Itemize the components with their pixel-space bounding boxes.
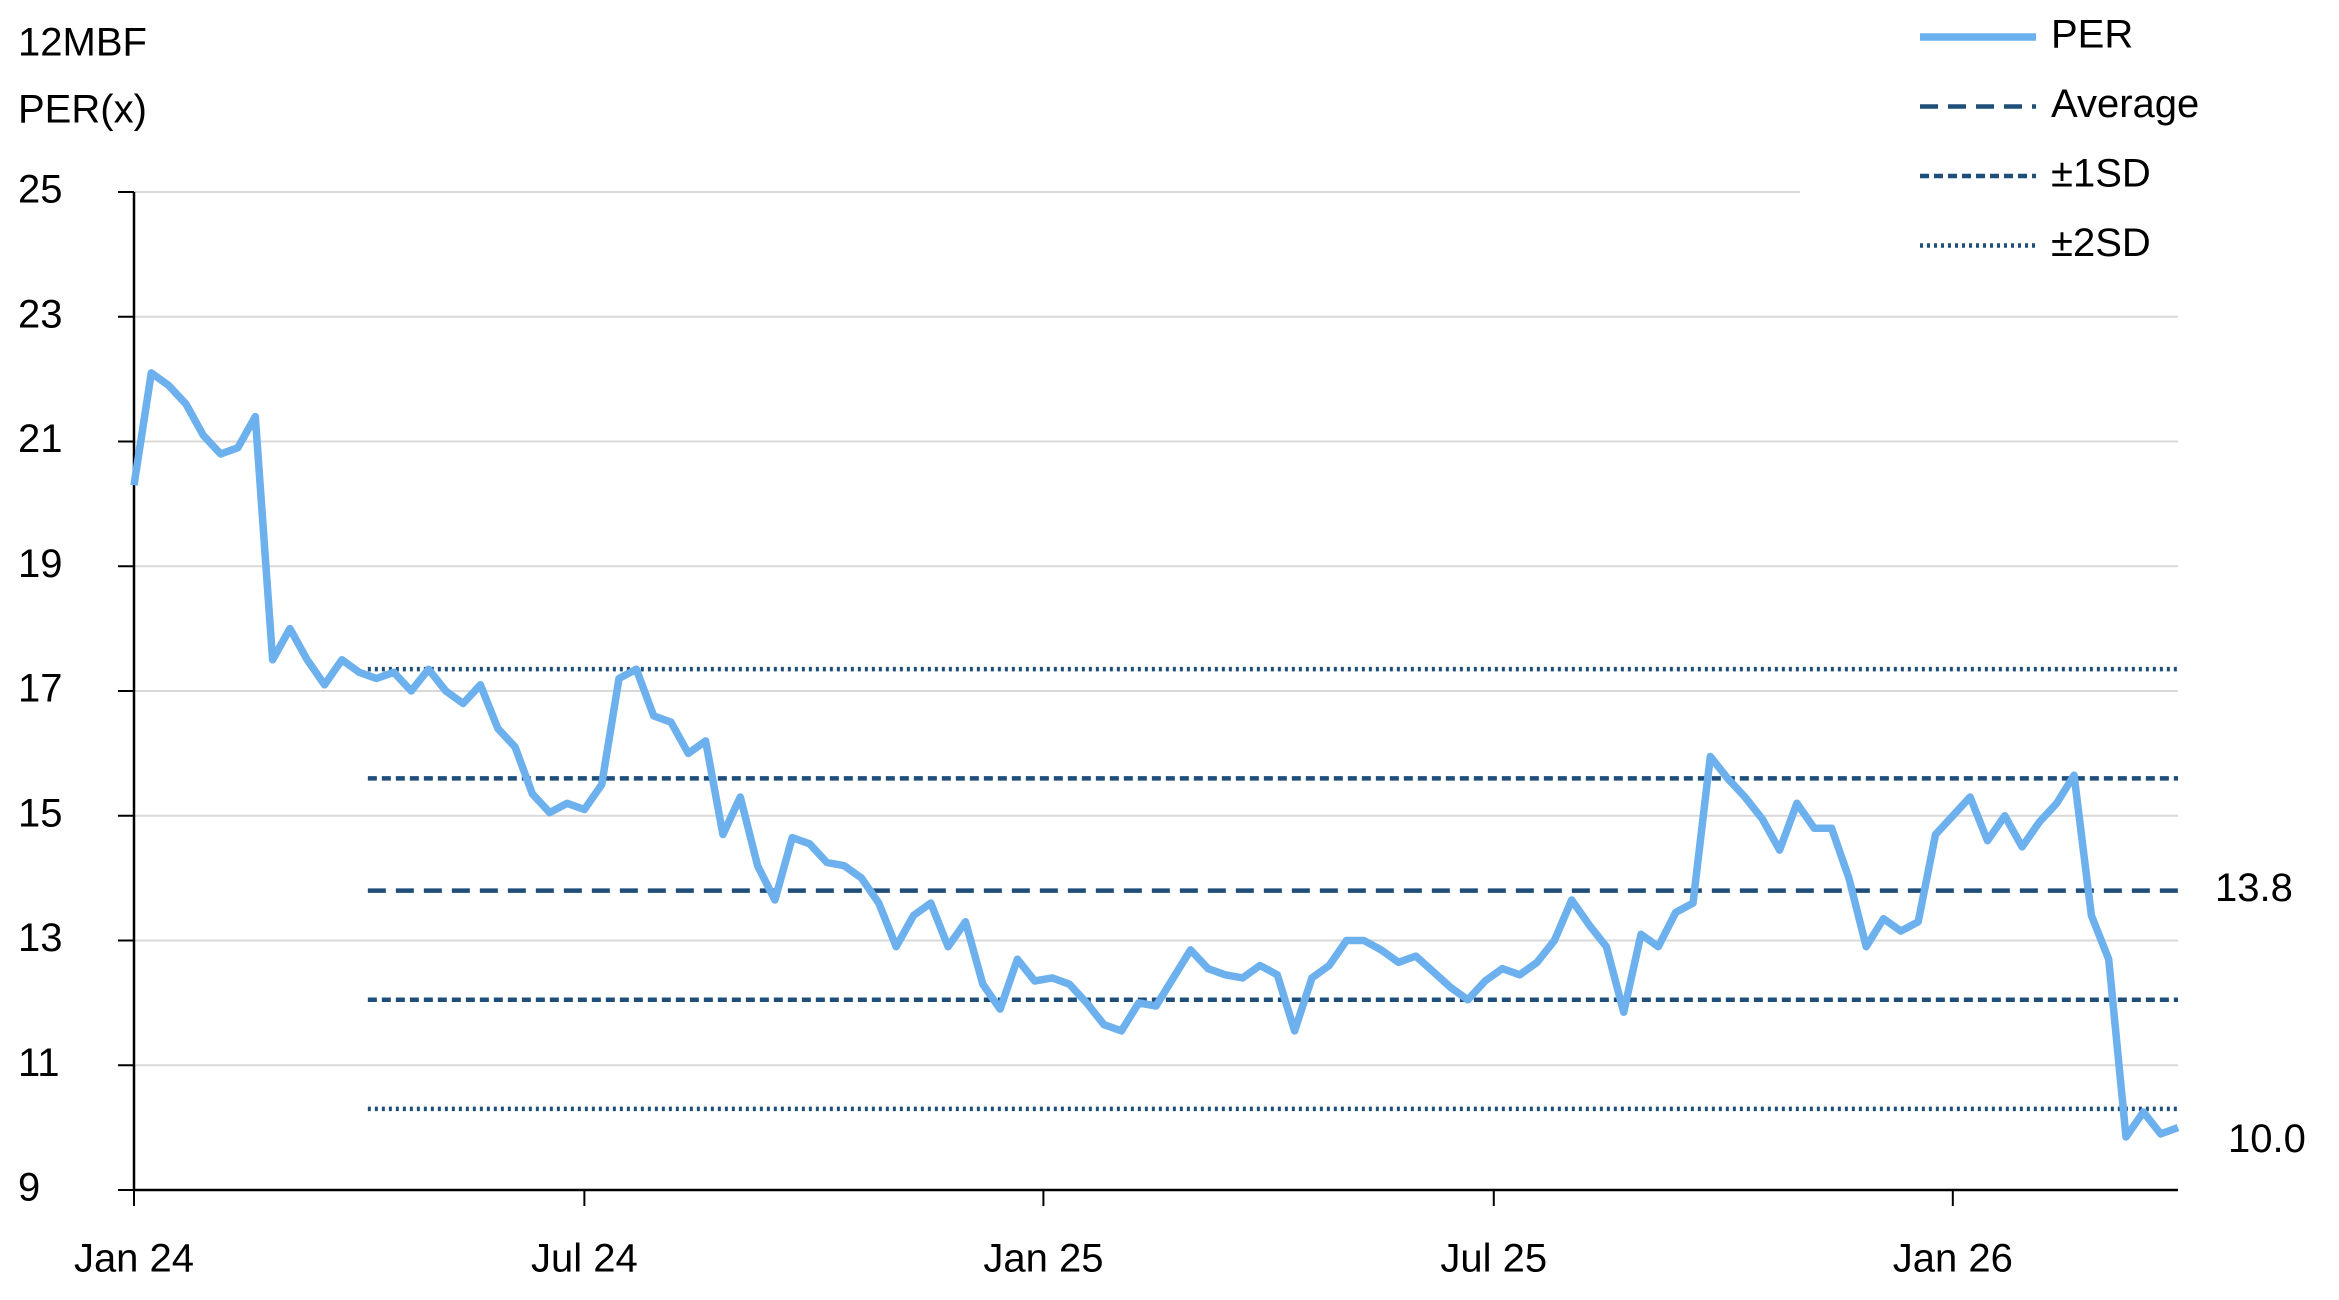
- y-tick-label: 23: [18, 292, 63, 336]
- y-tick-label: 17: [18, 667, 63, 711]
- data-line: [130, 369, 2180, 1141]
- x-tick-label: Jan 24: [74, 1237, 194, 1281]
- y-tick-label: 11: [18, 1041, 60, 1085]
- y-axis-label: 12MBF: [18, 21, 147, 65]
- y-tick-label: 13: [18, 916, 63, 960]
- x-tick-label: Jul 24: [531, 1237, 638, 1281]
- x-tick-label: Jan 25: [983, 1237, 1103, 1281]
- legend-label: PER: [2051, 13, 2133, 57]
- y-axis-label: PER(x): [18, 88, 147, 132]
- legend-label: ±1SD: [2051, 152, 2151, 196]
- reference-label: 13.8: [2215, 866, 2293, 910]
- legend-label: ±2SD: [2051, 221, 2151, 265]
- end-value-label: 10.0: [2228, 1117, 2306, 1161]
- y-tick-label: 19: [18, 542, 63, 586]
- y-tick-label: 9: [18, 1166, 40, 1210]
- y-tick-label: 25: [18, 168, 63, 212]
- legend-label: Average: [2051, 82, 2199, 126]
- x-tick-label: Jul 25: [1440, 1237, 1547, 1281]
- x-tick-label: Jan 26: [1893, 1237, 2013, 1281]
- y-tick-label: 15: [18, 791, 63, 835]
- y-tick-label: 21: [18, 417, 63, 461]
